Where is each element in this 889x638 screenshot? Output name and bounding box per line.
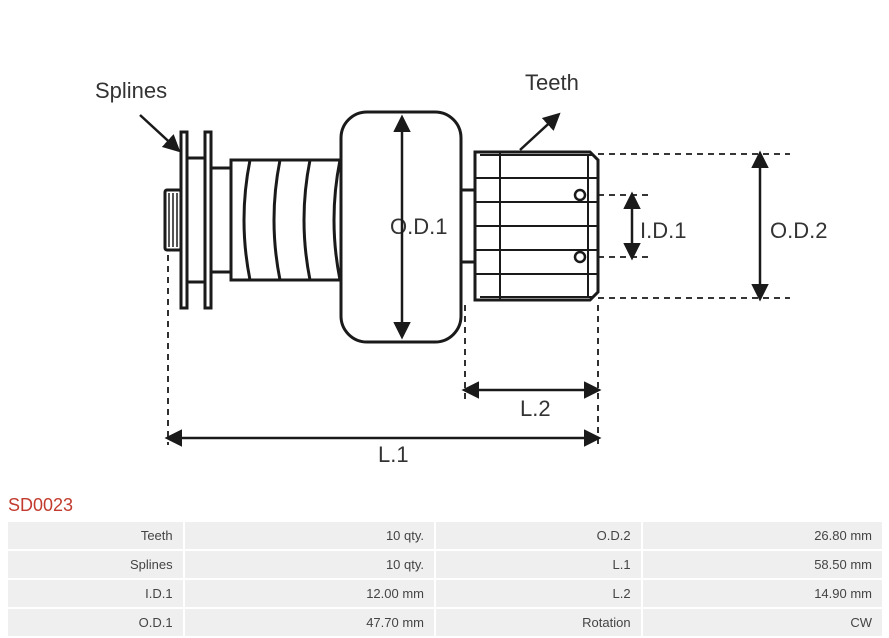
spec-table: Teeth10 qty.O.D.226.80 mmSplines10 qty.L… [6,520,884,638]
spec-value: 12.00 mm [185,580,434,607]
spec-label: Rotation [436,609,641,636]
diagram-area: Splines Teeth O.D.1 I.D.1 O.D.2 L.2 L.1 [0,0,889,495]
spec-value: 26.80 mm [643,522,882,549]
spec-value: 10 qty. [185,551,434,578]
spec-value: 58.50 mm [643,551,882,578]
part-code: SD0023 [0,495,889,520]
spec-label: O.D.2 [436,522,641,549]
spec-value: 10 qty. [185,522,434,549]
spec-value: CW [643,609,882,636]
spec-label: L.1 [436,551,641,578]
spec-value: 47.70 mm [185,609,434,636]
spec-label: O.D.1 [8,609,183,636]
spec-label: I.D.1 [8,580,183,607]
spec-label: Splines [8,551,183,578]
table-row: I.D.112.00 mmL.214.90 mm [8,580,882,607]
spec-label: Teeth [8,522,183,549]
table-row: Splines10 qty.L.158.50 mm [8,551,882,578]
technical-drawing [80,60,820,490]
spec-value: 14.90 mm [643,580,882,607]
table-row: Teeth10 qty.O.D.226.80 mm [8,522,882,549]
table-row: O.D.147.70 mmRotationCW [8,609,882,636]
spec-label: L.2 [436,580,641,607]
